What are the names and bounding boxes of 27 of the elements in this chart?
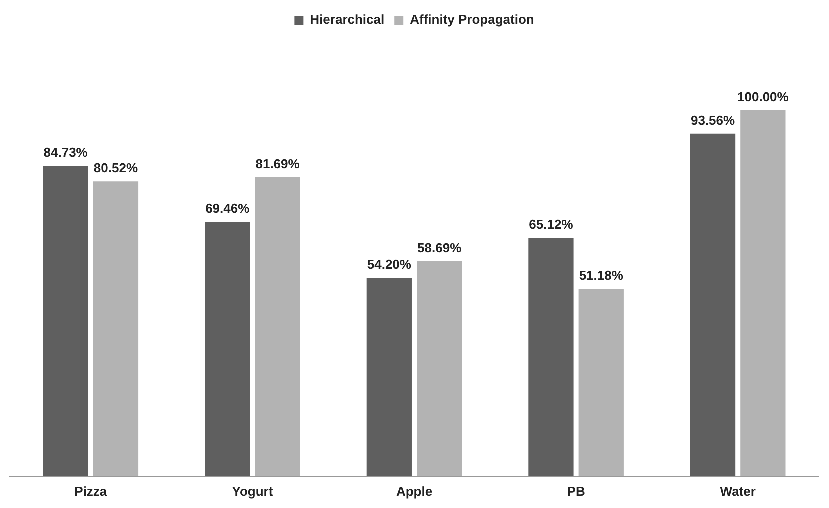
data-label: 69.46% xyxy=(206,201,250,216)
x-tick-label: Pizza xyxy=(74,484,108,499)
data-label: 65.12% xyxy=(529,217,574,232)
x-tick-label: Yogurt xyxy=(232,484,274,499)
bar xyxy=(690,134,736,476)
bar xyxy=(255,177,300,476)
bar xyxy=(205,222,250,476)
x-tick-label: Apple xyxy=(396,484,433,499)
data-label: 54.20% xyxy=(367,257,412,272)
data-label: 93.56% xyxy=(690,112,736,128)
bar xyxy=(417,261,462,476)
x-tick-label: Water xyxy=(720,484,756,499)
bar xyxy=(43,166,88,476)
bar xyxy=(93,182,139,476)
x-tick-label: PB xyxy=(567,484,586,499)
data-label: 84.73% xyxy=(44,145,88,160)
bar xyxy=(740,110,786,476)
legend-label: Affinity Propagation xyxy=(410,12,534,28)
data-label: 81.69% xyxy=(256,156,300,172)
bar xyxy=(578,288,624,476)
data-label: 58.69% xyxy=(418,240,462,256)
bar xyxy=(528,238,574,476)
data-label: 80.52% xyxy=(94,160,138,176)
legend-label: Hierarchical xyxy=(310,12,385,28)
data-label: 100.00% xyxy=(738,89,790,104)
bar xyxy=(366,278,412,476)
data-label: 51.18% xyxy=(579,268,624,284)
